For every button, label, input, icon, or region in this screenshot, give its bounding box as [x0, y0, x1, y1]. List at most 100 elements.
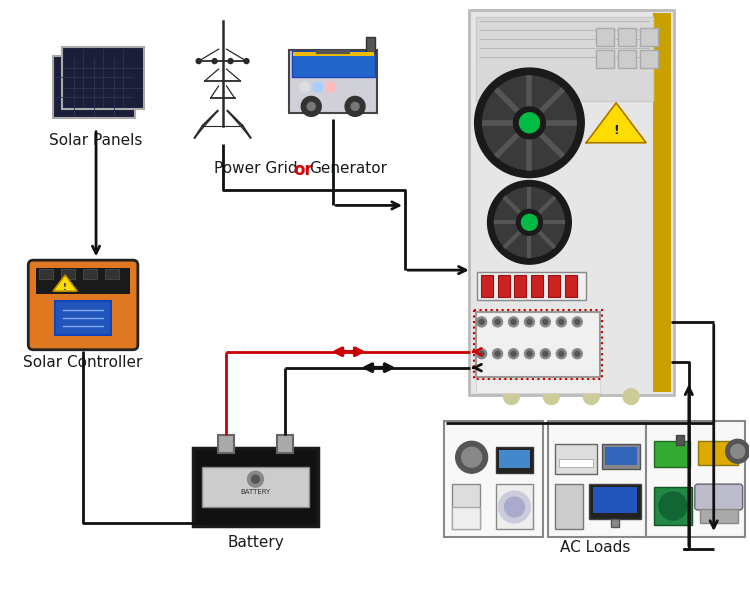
Bar [54, 57, 134, 117]
Bar [555, 484, 584, 529]
Text: Solar Panels: Solar Panels [50, 133, 142, 148]
Circle shape [541, 349, 550, 359]
Circle shape [212, 59, 217, 63]
Bar [611, 519, 619, 527]
Circle shape [574, 320, 580, 324]
Circle shape [300, 82, 310, 92]
Bar [476, 379, 600, 392]
Circle shape [509, 317, 518, 327]
Bar [560, 459, 593, 467]
FancyBboxPatch shape [292, 52, 374, 56]
Text: Solar Controller: Solar Controller [23, 355, 142, 370]
Circle shape [499, 491, 530, 523]
Bar [476, 312, 600, 377]
FancyBboxPatch shape [694, 484, 742, 510]
Bar [452, 507, 479, 529]
Circle shape [574, 351, 580, 356]
Bar [278, 435, 293, 453]
Circle shape [345, 96, 365, 117]
Bar [602, 445, 640, 469]
Circle shape [228, 59, 233, 63]
Circle shape [726, 439, 749, 463]
FancyBboxPatch shape [292, 51, 374, 76]
Bar [548, 275, 560, 297]
FancyBboxPatch shape [289, 50, 377, 113]
Bar [481, 275, 493, 297]
Text: Power Grid: Power Grid [214, 160, 297, 176]
Circle shape [730, 445, 745, 458]
Bar [202, 467, 309, 507]
Circle shape [556, 349, 566, 359]
Bar [605, 448, 637, 465]
Bar [596, 28, 614, 46]
Bar [365, 37, 374, 52]
Circle shape [456, 441, 488, 473]
Circle shape [493, 317, 502, 327]
Circle shape [248, 471, 263, 487]
Circle shape [511, 320, 516, 324]
Circle shape [313, 82, 322, 92]
FancyBboxPatch shape [444, 422, 543, 537]
Bar [497, 275, 509, 297]
Circle shape [514, 107, 545, 139]
Bar [217, 435, 233, 453]
Bar [555, 445, 597, 474]
Circle shape [494, 188, 564, 257]
FancyBboxPatch shape [193, 448, 318, 526]
Bar [53, 56, 135, 118]
Circle shape [517, 210, 542, 235]
Circle shape [559, 320, 564, 324]
Circle shape [543, 388, 560, 404]
Circle shape [527, 351, 532, 356]
Text: or: or [293, 160, 314, 179]
Bar [593, 487, 637, 513]
Circle shape [543, 320, 548, 324]
Circle shape [527, 320, 532, 324]
FancyBboxPatch shape [548, 422, 646, 537]
Bar [654, 487, 692, 525]
Text: Generator: Generator [309, 160, 387, 176]
Bar [62, 47, 144, 109]
Circle shape [541, 317, 550, 327]
Polygon shape [53, 275, 77, 291]
Circle shape [476, 317, 487, 327]
FancyBboxPatch shape [56, 301, 111, 335]
FancyBboxPatch shape [469, 10, 674, 394]
Bar [676, 435, 684, 445]
Text: Battery: Battery [227, 535, 284, 550]
Bar [654, 441, 690, 467]
Bar [700, 509, 738, 523]
Circle shape [495, 320, 500, 324]
Circle shape [503, 388, 520, 404]
Bar [640, 50, 658, 68]
Bar [590, 484, 641, 519]
Bar [36, 268, 130, 294]
Circle shape [479, 320, 484, 324]
Text: BATTERY: BATTERY [240, 489, 271, 495]
Bar [496, 448, 533, 473]
Bar [62, 269, 75, 279]
Circle shape [572, 349, 582, 359]
Bar [532, 275, 543, 297]
Circle shape [308, 102, 315, 110]
Circle shape [196, 59, 201, 63]
Circle shape [524, 317, 535, 327]
FancyBboxPatch shape [28, 260, 138, 350]
Bar [698, 441, 738, 465]
Text: AC Loads: AC Loads [560, 540, 630, 555]
Circle shape [488, 181, 572, 264]
Circle shape [520, 113, 539, 133]
Circle shape [559, 351, 564, 356]
Circle shape [482, 76, 576, 169]
Circle shape [495, 351, 500, 356]
Circle shape [511, 351, 516, 356]
Circle shape [524, 349, 535, 359]
Circle shape [623, 388, 639, 404]
Circle shape [462, 448, 482, 467]
Bar [653, 14, 671, 391]
Polygon shape [586, 103, 646, 143]
Text: !: ! [614, 124, 619, 137]
Bar [596, 50, 614, 68]
Text: !: ! [63, 282, 67, 291]
Bar [640, 28, 658, 46]
